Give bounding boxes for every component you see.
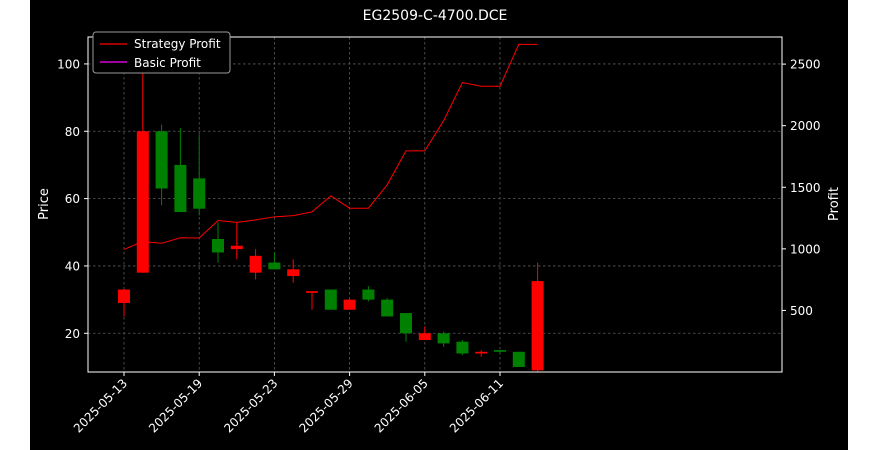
- left-tick-label: 80: [65, 125, 80, 139]
- left-tick-label: 100: [57, 57, 80, 71]
- profit-lines: [123, 43, 538, 250]
- candle-body: [475, 351, 488, 354]
- candle-body: [212, 239, 224, 253]
- candle-body: [362, 289, 375, 300]
- candle-body: [343, 299, 356, 310]
- x-tick-label: 2025-06-05: [372, 376, 431, 435]
- right-tick-label: 1000: [790, 242, 821, 256]
- candles: [118, 47, 544, 372]
- candle-body: [193, 178, 206, 209]
- candle-body: [400, 313, 412, 334]
- left-tick-label: 20: [65, 327, 80, 341]
- candle-body: [136, 131, 149, 273]
- left-tick-label: 60: [65, 192, 80, 206]
- candle-body: [437, 333, 450, 344]
- candle-body: [324, 289, 337, 310]
- legend-label-basic: Basic Profit: [134, 56, 201, 70]
- candle-body: [418, 333, 431, 341]
- candlestick-profit-chart: EG2509-C-4700.DCE 20 40 60 80 100 500 1000 150…: [37, 8, 842, 435]
- candle-body: [230, 245, 243, 250]
- x-tick-label: 2025-05-29: [297, 376, 356, 435]
- right-tick-label: 2500: [790, 58, 821, 72]
- x-tick-label: 2025-05-13: [71, 376, 130, 435]
- candle-body: [174, 164, 187, 213]
- candle-body: [531, 281, 544, 371]
- candle-body: [155, 131, 168, 189]
- y-axis-label-right: Profit: [827, 187, 842, 221]
- candle-body: [494, 350, 506, 352]
- candle-body: [268, 262, 281, 270]
- x-axis: 2025-05-13 2025-05-19 2025-05-23 2025-05-29…: [71, 372, 506, 435]
- candle-body: [456, 341, 469, 354]
- candle-body: [381, 299, 394, 317]
- y-axis-label-left: Price: [37, 188, 52, 220]
- right-tick-label: 1500: [790, 181, 821, 195]
- chart-title: EG2509-C-4700.DCE: [363, 8, 508, 24]
- candle-body: [512, 351, 525, 367]
- candle-body: [306, 291, 318, 293]
- chart-figure: EG2509-C-4700.DCE 20 40 60 80 100 500 1000 150…: [30, 0, 848, 450]
- x-tick-label: 2025-06-11: [447, 376, 506, 435]
- left-tick-label: 40: [65, 259, 80, 273]
- strategy-profit-line: [123, 43, 538, 250]
- legend-box: [92, 31, 231, 74]
- left-axis: 20 40 60 80 100: [57, 57, 88, 341]
- right-tick-label: 500: [790, 304, 813, 318]
- candle-body: [249, 255, 262, 273]
- candle-body: [118, 289, 130, 303]
- right-tick-label: 2000: [790, 119, 821, 133]
- candle-body: [287, 269, 300, 277]
- x-tick-label: 2025-05-19: [146, 376, 205, 435]
- legend-label-strategy: Strategy Profit: [134, 37, 221, 51]
- right-axis: 500 1000 1500 2000 2500: [782, 58, 821, 318]
- legend: Strategy Profit Basic Profit: [92, 31, 231, 74]
- x-tick-label: 2025-05-23: [221, 376, 280, 435]
- grid-lines: [88, 37, 782, 372]
- plot-frame: [87, 36, 783, 373]
